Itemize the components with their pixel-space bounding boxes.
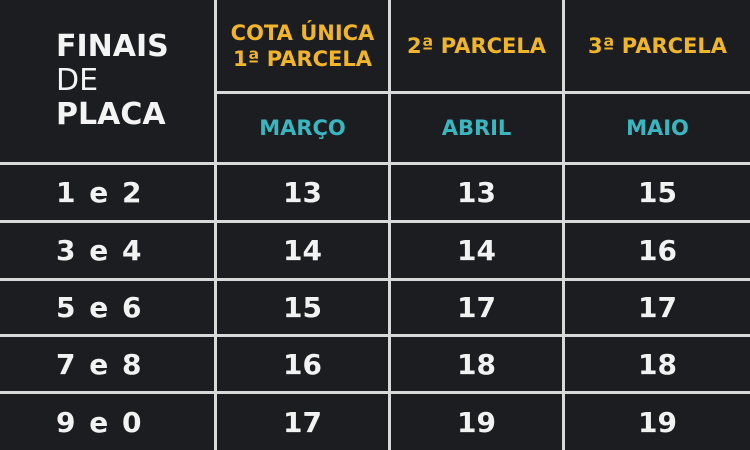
grid-line [214, 0, 217, 450]
header-line: FINAIS [56, 29, 169, 64]
plate-endings-cell: 3 e 4 [56, 234, 144, 267]
column-header-cota-unica: COTA ÚNICA 1ª PARCELA [217, 0, 388, 91]
plate-endings-header: FINAIS DE PLACA [0, 0, 214, 162]
due-day-cell: 19 [457, 405, 496, 439]
due-day-cell: 13 [283, 176, 322, 209]
grid-line [388, 0, 391, 450]
plate-endings-cell: 1 e 2 [56, 176, 144, 209]
due-day-cell: 14 [457, 234, 496, 267]
month-abril: ABRIL [441, 116, 512, 140]
column-label: 1ª PARCELA [232, 46, 373, 71]
grid-line [0, 391, 750, 394]
due-day-cell: 19 [638, 405, 677, 439]
month-marco: MARÇO [259, 116, 346, 140]
plate-endings-cell: 7 e 8 [56, 347, 144, 381]
header-line: DE [56, 63, 99, 98]
grid-line [562, 0, 565, 450]
due-day-cell: 18 [457, 347, 496, 381]
column-label: 3ª PARCELA [587, 33, 728, 58]
due-day-cell: 17 [638, 291, 677, 324]
plate-endings-cell: 5 e 6 [56, 291, 144, 324]
plate-endings-cell: 9 e 0 [56, 405, 144, 439]
grid-line [0, 220, 750, 223]
due-day-cell: 15 [638, 176, 677, 209]
column-header-2a-parcela: 2ª PARCELA [391, 0, 562, 91]
due-day-cell: 18 [638, 347, 677, 381]
column-label: 2ª PARCELA [406, 33, 547, 58]
grid-line [0, 334, 750, 337]
due-day-cell: 17 [283, 405, 322, 439]
due-day-cell: 14 [283, 234, 322, 267]
due-day-cell: 17 [457, 291, 496, 324]
header-line: PLACA [56, 97, 166, 132]
due-day-cell: 13 [457, 176, 496, 209]
column-header-3a-parcela: 3ª PARCELA [565, 0, 750, 91]
due-day-cell: 16 [638, 234, 677, 267]
due-day-cell: 15 [283, 291, 322, 324]
grid-line [214, 91, 750, 94]
due-day-cell: 16 [283, 347, 322, 381]
grid-line [0, 278, 750, 281]
grid-line [0, 162, 750, 165]
month-maio: MAIO [626, 116, 689, 140]
column-label: COTA ÚNICA [230, 20, 375, 45]
